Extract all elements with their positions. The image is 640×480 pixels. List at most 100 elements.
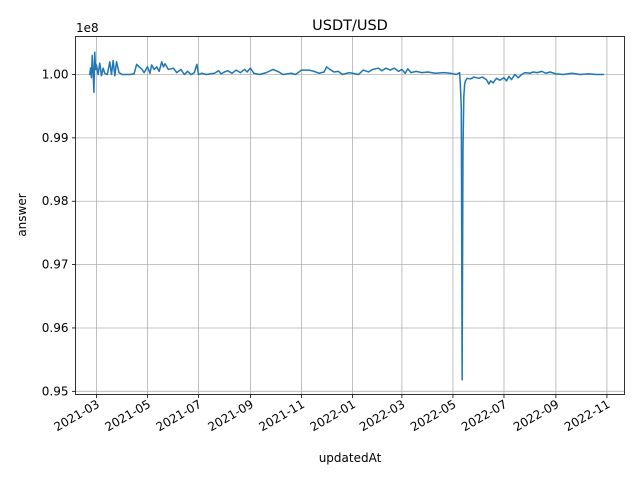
data-point (180, 68, 182, 71)
data-point (323, 71, 325, 73)
data-point (389, 69, 391, 71)
data-point (213, 72, 216, 74)
data-point (549, 71, 551, 73)
data-point (197, 73, 200, 76)
data-point (462, 149, 464, 152)
data-point (90, 77, 92, 79)
data-point (156, 66, 158, 68)
data-point (115, 61, 118, 63)
data-point (485, 78, 488, 81)
data-point (348, 72, 350, 74)
data-point (463, 96, 465, 98)
data-point (129, 73, 131, 76)
grid-layer (75, 36, 625, 395)
data-point (372, 68, 374, 71)
data-point (325, 66, 328, 68)
data-point (295, 73, 297, 76)
data-point (97, 73, 99, 76)
y-offset-label: 1e8 (76, 21, 99, 35)
x-tick-label: 2022-07 (459, 397, 509, 434)
data-point (459, 72, 461, 74)
data-point (112, 59, 114, 62)
data-point (94, 51, 96, 53)
data-point (492, 82, 494, 84)
data-point (318, 72, 320, 74)
data-point (167, 68, 169, 71)
data-point (138, 66, 140, 68)
data-point (313, 70, 315, 72)
data-point (473, 76, 475, 78)
x-tick-label: 2022-05 (408, 397, 458, 434)
data-point (231, 72, 233, 74)
data-point (404, 72, 406, 74)
data-point (265, 72, 267, 74)
data-point (357, 73, 359, 76)
data-point (243, 68, 246, 71)
data-point (421, 72, 423, 74)
data-point (164, 63, 166, 65)
data-point (510, 78, 513, 81)
data-point (459, 86, 462, 88)
y-tick-label: 0.95 (42, 384, 69, 398)
data-point (362, 69, 364, 71)
data-point (397, 70, 400, 72)
plot-frame (75, 36, 625, 395)
x-tick-label: 2021-09 (205, 397, 255, 434)
x-tick-label: 2021-03 (51, 397, 101, 434)
data-point (333, 71, 335, 73)
data-point (524, 72, 526, 74)
data-point (393, 67, 395, 69)
data-point (196, 63, 198, 65)
x-tick-label: 2022-03 (357, 397, 407, 434)
x-tick-label: 2022-11 (562, 397, 612, 434)
data-point (162, 66, 164, 68)
data-point (377, 67, 380, 69)
data-point (151, 64, 153, 66)
data-point (503, 77, 505, 79)
data-point (223, 71, 226, 73)
data-point (253, 72, 255, 74)
data-point (562, 73, 565, 76)
data-point (461, 379, 463, 381)
data-point (99, 62, 101, 64)
data-point (149, 72, 151, 74)
data-point (443, 72, 445, 74)
data-point (415, 70, 417, 72)
data-point (329, 68, 331, 71)
data-point (272, 68, 274, 71)
x-axis-label: updatedAt (319, 451, 382, 465)
data-point (532, 71, 534, 73)
y-tick-label: 1.00 (42, 68, 69, 82)
series-layer (88, 51, 605, 381)
data-point (478, 77, 480, 79)
data-point (100, 75, 103, 77)
data-point (579, 73, 581, 76)
data-point (410, 72, 412, 74)
data-point (488, 83, 490, 85)
data-point (337, 70, 339, 72)
data-point (505, 80, 508, 82)
data-point (385, 67, 387, 69)
data-point (308, 69, 310, 71)
data-point (183, 73, 185, 76)
data-point (282, 73, 284, 76)
data-point (218, 70, 220, 72)
data-point (106, 73, 108, 76)
data-point (161, 61, 163, 63)
data-point (490, 80, 492, 82)
y-tick-label: 0.97 (42, 258, 69, 272)
data-point (460, 108, 462, 110)
data-point (114, 75, 116, 77)
data-point (341, 73, 344, 76)
y-tick-label: 0.96 (42, 321, 69, 335)
y-axis-label: answer (15, 193, 29, 236)
x-tick-label: 2021-07 (154, 397, 204, 434)
data-point (464, 80, 467, 82)
data-point (227, 70, 229, 72)
data-point (455, 73, 457, 76)
y-tick-label: 0.98 (42, 194, 69, 208)
data-point (146, 66, 149, 68)
data-point (246, 71, 248, 73)
x-tick-label: 2022-09 (511, 397, 561, 434)
data-point (104, 72, 106, 74)
